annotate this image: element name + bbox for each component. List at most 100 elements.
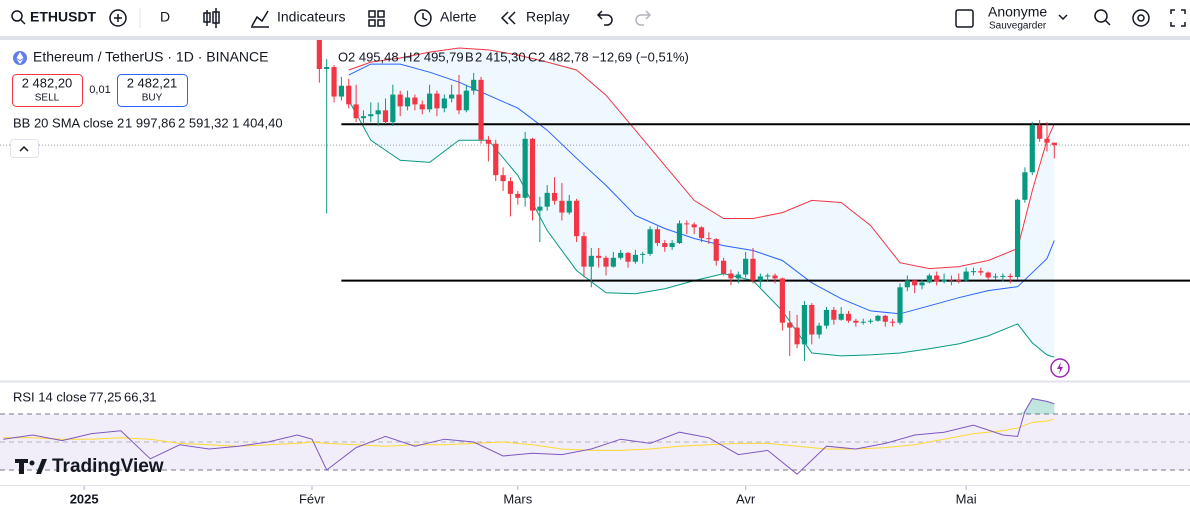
replay-label[interactable]: Replay — [526, 9, 570, 25]
candle — [1044, 122, 1050, 152]
candle-body — [823, 309, 830, 326]
lightning-button[interactable] — [1050, 358, 1070, 378]
quick-search[interactable] — [1094, 9, 1111, 26]
candle — [720, 257, 727, 276]
candle-body — [456, 94, 462, 111]
candle-body — [838, 313, 844, 320]
user-menu[interactable] — [1058, 14, 1068, 21]
sell-button[interactable]: 2 482,20 SELL — [12, 74, 83, 107]
candle-body — [882, 315, 888, 322]
compare-button[interactable] — [109, 9, 127, 27]
candle — [882, 314, 888, 327]
candle-body — [750, 258, 756, 281]
candle — [676, 220, 683, 245]
candle-body — [809, 304, 815, 335]
candle — [640, 251, 646, 264]
candle — [890, 318, 896, 327]
candle-body — [941, 279, 947, 282]
price-pane — [0, 40, 1190, 362]
sell-label[interactable]: SELL — [35, 93, 60, 104]
candle — [434, 90, 440, 117]
candle-body — [867, 320, 874, 322]
rsi-name: RSI 14 close — [13, 389, 87, 404]
candle — [412, 94, 418, 111]
symbol[interactable]: ETHUSDT — [30, 9, 97, 25]
interval[interactable]: D — [160, 9, 170, 25]
candle-body — [1051, 142, 1057, 146]
candle-body — [316, 40, 322, 70]
candle-body — [926, 275, 932, 283]
sell-price[interactable]: 2 482,20 — [22, 75, 73, 90]
candle-body — [507, 181, 514, 194]
candle-body — [375, 110, 381, 115]
candle-body — [728, 273, 734, 279]
candle-body — [720, 260, 727, 274]
buy-label[interactable]: BUY — [142, 93, 163, 104]
bb-upper: 2 591,32 — [178, 115, 229, 130]
candle — [801, 301, 808, 362]
layout-checkbox[interactable] — [955, 9, 974, 28]
candle — [346, 78, 352, 109]
candle — [485, 135, 491, 162]
undo-button[interactable] — [596, 10, 613, 26]
candle — [654, 226, 661, 246]
layouts-button[interactable] — [368, 10, 385, 27]
toolbar-separator — [0, 36, 1190, 40]
buy-price[interactable]: 2 482,21 — [127, 75, 178, 90]
candle-body — [573, 200, 580, 237]
fullscreen-button[interactable] — [1170, 9, 1186, 27]
candle — [1051, 142, 1057, 159]
buy-button[interactable]: 2 482,21 BUY — [117, 74, 188, 107]
candle-body — [610, 257, 616, 267]
candle-body — [426, 93, 433, 110]
bb-basis: 1 997,86 — [125, 115, 176, 130]
save-label[interactable]: Sauvegarder — [989, 21, 1047, 32]
indicators-label[interactable]: Indicateurs — [277, 9, 345, 25]
candle — [529, 137, 536, 221]
candle-body — [640, 253, 646, 255]
ohlc-key: C — [528, 49, 537, 64]
tradingview-logo: TradingView — [15, 456, 164, 477]
candle-body — [368, 114, 374, 117]
chart-type-button[interactable] — [203, 8, 220, 28]
candle-body — [331, 67, 337, 97]
alert-button[interactable]: Alerte — [414, 9, 477, 27]
redo-button[interactable] — [635, 10, 652, 26]
candle — [970, 267, 977, 276]
candle — [941, 273, 947, 284]
candle — [743, 251, 749, 278]
candle — [581, 232, 587, 278]
candle-body — [919, 282, 925, 286]
ohlc-value: 2 415,30 — [475, 49, 526, 64]
candle — [360, 110, 367, 125]
candle-body — [1037, 125, 1043, 139]
candle-body — [757, 276, 763, 281]
candle — [1014, 198, 1021, 280]
candle — [956, 273, 962, 284]
candle — [897, 283, 903, 325]
candle — [449, 84, 455, 103]
alert-label[interactable]: Alerte — [440, 9, 477, 25]
x-tick-label: Mars — [503, 491, 532, 506]
band-line — [348, 63, 1055, 315]
candle-body — [1000, 275, 1006, 277]
indicators-button[interactable]: Indicateurs — [251, 9, 345, 28]
user-name[interactable]: Anonyme — [988, 4, 1047, 20]
symbol-search[interactable]: ETHUSDT — [11, 9, 97, 25]
candle — [1000, 273, 1006, 282]
candle — [713, 238, 719, 266]
rsi-pane — [0, 398, 1190, 475]
collapse-legend[interactable] — [10, 139, 39, 158]
candle — [662, 240, 668, 252]
candle-body — [1007, 275, 1013, 278]
replay-button[interactable]: Replay — [500, 9, 570, 25]
candle-body — [985, 272, 991, 278]
candle-body — [779, 278, 785, 323]
ohlc-key: O — [338, 49, 348, 64]
candle-body — [853, 320, 859, 323]
rsi-value: 77,25 — [89, 389, 122, 404]
settings-button[interactable] — [1132, 9, 1150, 27]
candle-body — [566, 200, 572, 213]
candle-body — [787, 322, 793, 328]
band-line — [348, 47, 1055, 270]
